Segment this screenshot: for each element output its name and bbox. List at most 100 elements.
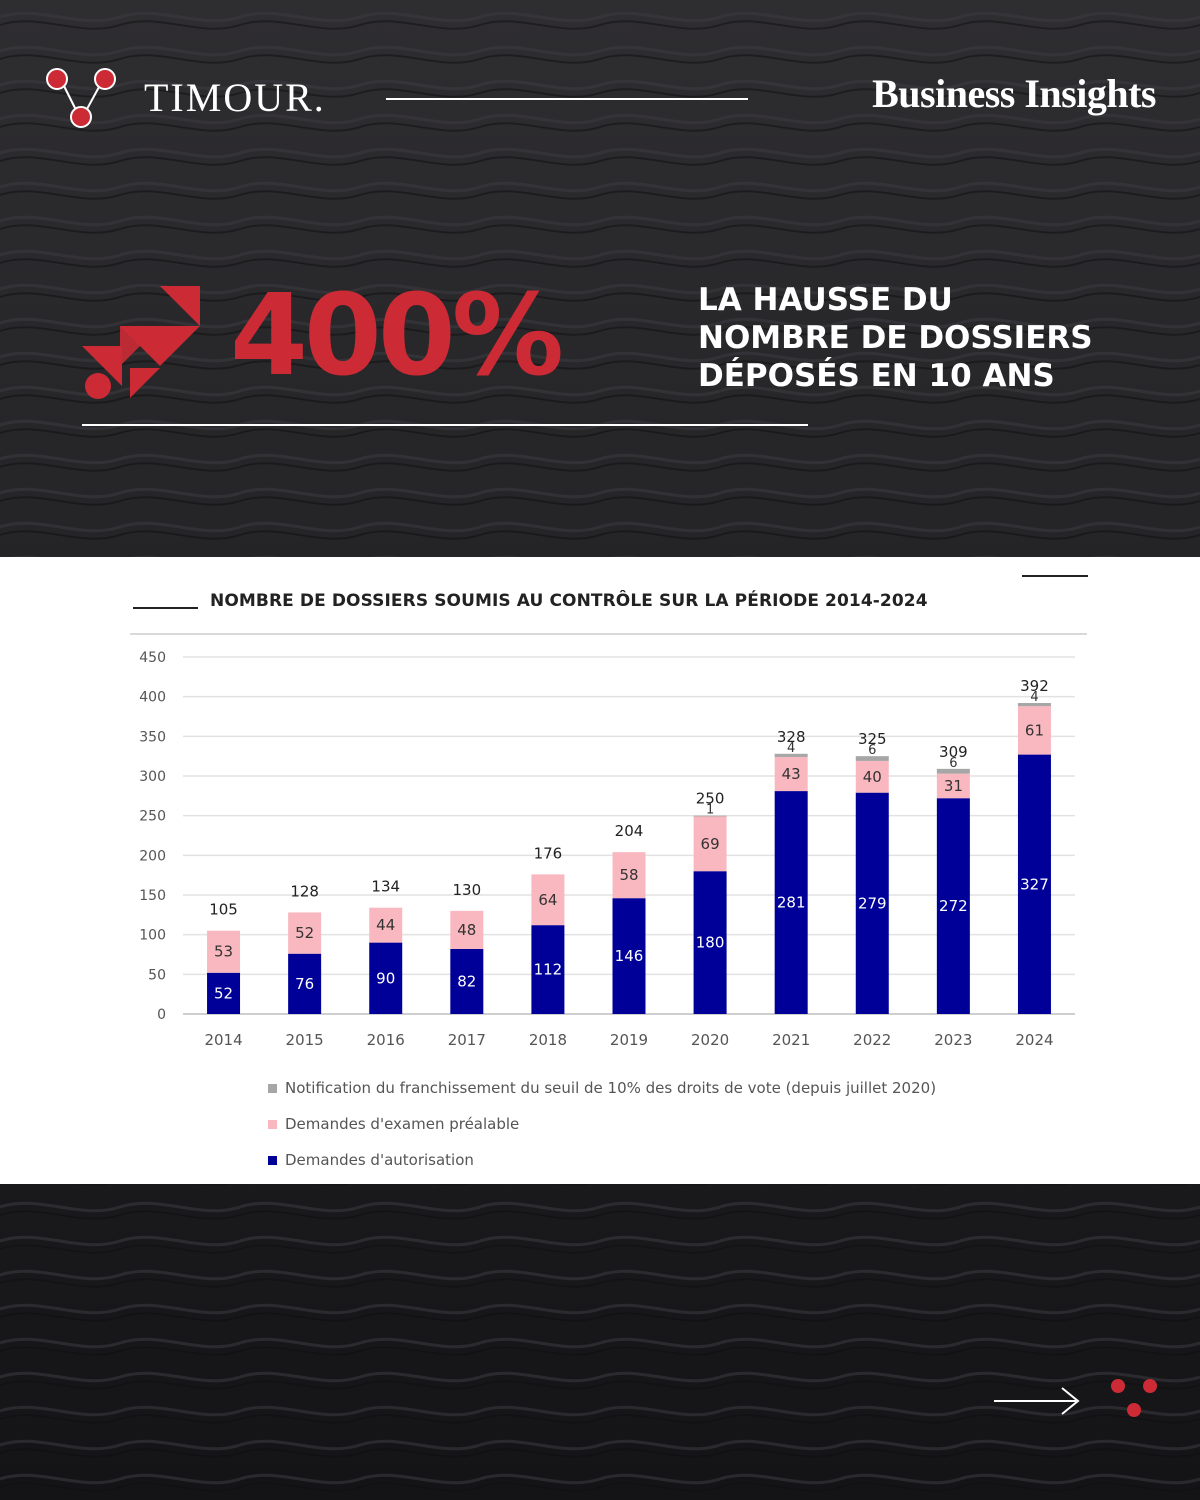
bar-segment — [288, 912, 322, 954]
legend-label: Notification du franchissement du seuil … — [285, 1079, 937, 1097]
data-label: 272 — [939, 897, 968, 915]
data-label: 52 — [295, 924, 314, 942]
x-tick-label: 2016 — [367, 1031, 405, 1049]
bar-segment — [531, 874, 565, 926]
bar-segment — [774, 756, 808, 792]
y-tick-label: 250 — [139, 809, 166, 825]
data-label: 90 — [376, 969, 395, 987]
total-label: 309 — [939, 743, 968, 761]
legend-swatch — [268, 1083, 277, 1093]
bar-segment — [936, 798, 970, 1014]
hero-line: DÉPOSÉS EN 10 ANS — [698, 357, 1055, 394]
total-label: 325 — [858, 730, 887, 748]
data-label: 279 — [858, 894, 887, 912]
x-tick-label: 2022 — [853, 1031, 891, 1049]
total-label: 134 — [371, 878, 400, 896]
data-label: 6 — [868, 743, 876, 758]
data-label: 53 — [214, 943, 233, 961]
bar-segment — [693, 871, 727, 1014]
bar-segment — [450, 948, 484, 1014]
data-label: 52 — [214, 984, 233, 1002]
data-label: 48 — [457, 921, 476, 939]
bar-segment — [1017, 754, 1051, 1014]
bar-segment — [288, 953, 322, 1014]
legend-swatch — [268, 1155, 277, 1165]
bar-segment — [855, 756, 889, 761]
bar-segment — [936, 768, 970, 774]
total-label: 176 — [534, 844, 563, 862]
hero-divider — [82, 424, 808, 426]
x-tick-label: 2014 — [204, 1031, 242, 1049]
chart-panel: 0 50 100 150 200 250 300 350 400 450 52 53 105 2014 76… — [0, 557, 1200, 1184]
y-tick-label: 50 — [148, 967, 166, 983]
brand-name: TIMOUR. — [144, 75, 326, 120]
hero-headline: LA HAUSSE DU NOMBRE DE DOSSIERS DÉPOSÉS … — [698, 282, 1093, 395]
bar-segment — [855, 760, 889, 793]
x-tick-label: 2015 — [286, 1031, 324, 1049]
data-label: 58 — [619, 866, 638, 884]
stepped-arrow-icon — [82, 286, 200, 399]
bar-segment — [450, 910, 484, 949]
legend-item-notification: Notification du franchissement du seuil … — [268, 1070, 936, 1106]
y-tick-label: 350 — [139, 729, 166, 745]
header-divider — [386, 98, 748, 100]
data-label: 40 — [863, 768, 882, 786]
bar-segment — [369, 942, 403, 1014]
data-label: 31 — [944, 777, 963, 795]
total-label: 392 — [1020, 677, 1049, 695]
x-tick-label: 2019 — [610, 1031, 648, 1049]
tagline: Business Insights — [872, 71, 1156, 116]
y-tick-label: 150 — [139, 888, 166, 904]
data-label: 112 — [534, 961, 563, 979]
bar-segment — [936, 773, 970, 799]
brand[interactable]: TIMOUR. — [44, 64, 326, 132]
x-tick-label: 2024 — [1015, 1031, 1053, 1049]
x-tick-label: 2021 — [772, 1031, 810, 1049]
data-label: 43 — [782, 765, 801, 783]
stacked-bar-chart: 0 50 100 150 200 250 300 350 400 450 52 53 105 2014 76… — [130, 575, 1088, 1049]
data-label: 281 — [777, 894, 806, 912]
data-label: 6 — [949, 756, 957, 771]
y-tick-label: 450 — [139, 650, 166, 666]
total-label: 130 — [452, 881, 481, 899]
data-label: 327 — [1020, 875, 1049, 893]
y-tick-label: 400 — [139, 690, 166, 706]
total-label: 250 — [696, 790, 725, 808]
legend-item-examen: Demandes d'examen préalable — [268, 1106, 936, 1142]
data-label: 180 — [696, 934, 725, 952]
bar-segment — [855, 792, 889, 1014]
data-label: 44 — [376, 916, 395, 934]
y-tick-label: 100 — [139, 928, 166, 944]
y-tick-label: 0 — [157, 1007, 166, 1023]
bar-segment — [774, 753, 808, 757]
timour-logo-icon — [46, 68, 116, 128]
x-tick-label: 2017 — [448, 1031, 486, 1049]
x-tick-label: 2020 — [691, 1031, 729, 1049]
data-label: 64 — [538, 891, 557, 909]
chart-legend: Notification du franchissement du seuil … — [268, 1070, 936, 1178]
bar-segment — [1017, 703, 1051, 707]
x-tick-label: 2023 — [934, 1031, 972, 1049]
bar-segment — [612, 852, 646, 899]
legend-item-autorisation: Demandes d'autorisation — [268, 1142, 936, 1178]
timour-logo-icon — [1111, 1379, 1157, 1417]
bar-segment — [531, 925, 565, 1014]
data-label: 4 — [1030, 690, 1038, 705]
hero-line: LA HAUSSE DU — [698, 282, 953, 318]
total-label: 105 — [209, 901, 238, 919]
bar-segment — [774, 791, 808, 1014]
bar-segment — [207, 930, 241, 973]
chart-title: NOMBRE DE DOSSIERS SOUMIS AU CONTRÔLE SU… — [210, 591, 928, 611]
data-label: 82 — [457, 972, 476, 990]
arrow-right-icon[interactable] — [992, 1384, 1082, 1418]
data-label: 76 — [295, 975, 314, 993]
total-label: 204 — [615, 822, 644, 840]
data-label: 69 — [701, 835, 720, 853]
total-label: 328 — [777, 728, 806, 746]
bar-segment — [1017, 706, 1051, 755]
legend-label: Demandes d'autorisation — [285, 1151, 474, 1169]
bar-segment — [207, 972, 241, 1014]
data-label: 146 — [615, 947, 644, 965]
data-label: 1 — [706, 803, 714, 818]
hero-line: NOMBRE DE DOSSIERS — [698, 319, 1093, 356]
